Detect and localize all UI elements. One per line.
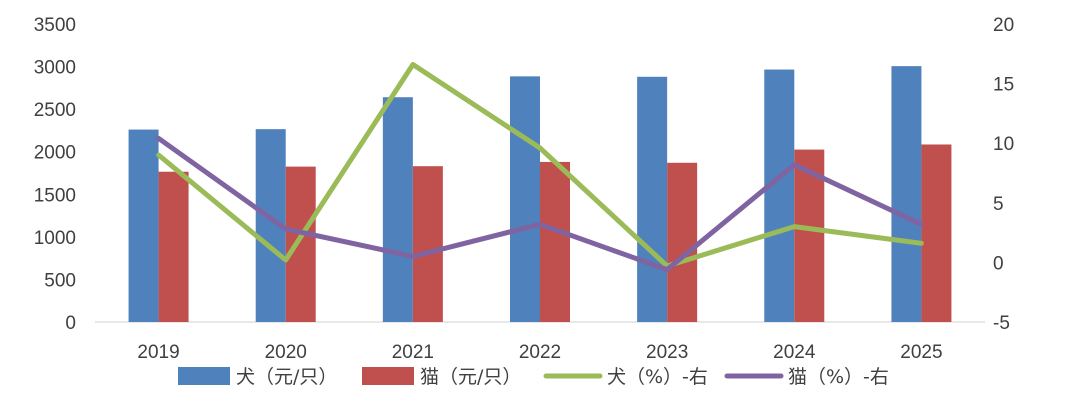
- y-right-tick-label: 0: [993, 253, 1004, 274]
- y-right-tick-label: -5: [993, 313, 1010, 334]
- legend-label: 犬（%）-右: [607, 366, 708, 388]
- bar-dog-2021: [382, 97, 413, 322]
- y-right-tick-label: 5: [993, 194, 1004, 215]
- bar-cat-2019: [158, 171, 189, 322]
- y-left-tick-label: 500: [44, 270, 76, 291]
- legend-label: 犬（元/只）: [236, 366, 337, 388]
- bar-cat-2025: [921, 144, 952, 322]
- legend-swatch: [362, 367, 414, 385]
- x-tick-label: 2020: [265, 342, 307, 363]
- x-tick-label: 2019: [137, 342, 179, 363]
- x-tick-label: 2022: [519, 342, 561, 363]
- x-tick-label: 2023: [646, 342, 688, 363]
- x-tick-label: 2024: [773, 342, 816, 363]
- y-left-tick-label: 3000: [34, 58, 76, 79]
- bar-dog-2023: [637, 76, 668, 322]
- y-left-tick-label: 1000: [34, 228, 76, 249]
- y-right-tick-label: 10: [993, 134, 1014, 155]
- x-tick-label: 2021: [392, 342, 434, 363]
- y-right-tick-label: 15: [993, 75, 1014, 96]
- bar-dog-2022: [510, 76, 540, 322]
- legend-swatch: [178, 367, 230, 385]
- bar-cat-2021: [412, 166, 443, 322]
- bar-cat-2020: [285, 166, 316, 322]
- bar-cat-2023: [667, 162, 698, 322]
- y-right-tick-label: 20: [993, 15, 1014, 36]
- y-left-tick-label: 0: [65, 313, 76, 334]
- legend-label: 猫（%）-右: [788, 366, 889, 388]
- y-left-tick-label: 2000: [34, 143, 76, 164]
- y-left-tick-label: 3500: [34, 15, 76, 36]
- y-left-tick-label: 2500: [34, 100, 76, 121]
- bar-dog-2025: [891, 66, 922, 322]
- x-tick-label: 2025: [900, 342, 942, 363]
- legend-label: 猫（元/只）: [420, 366, 521, 388]
- bar-dog-2024: [764, 69, 795, 323]
- y-left-tick-label: 1500: [34, 185, 76, 206]
- bar-cat-2022: [540, 161, 570, 322]
- bar-dog-2019: [128, 129, 159, 322]
